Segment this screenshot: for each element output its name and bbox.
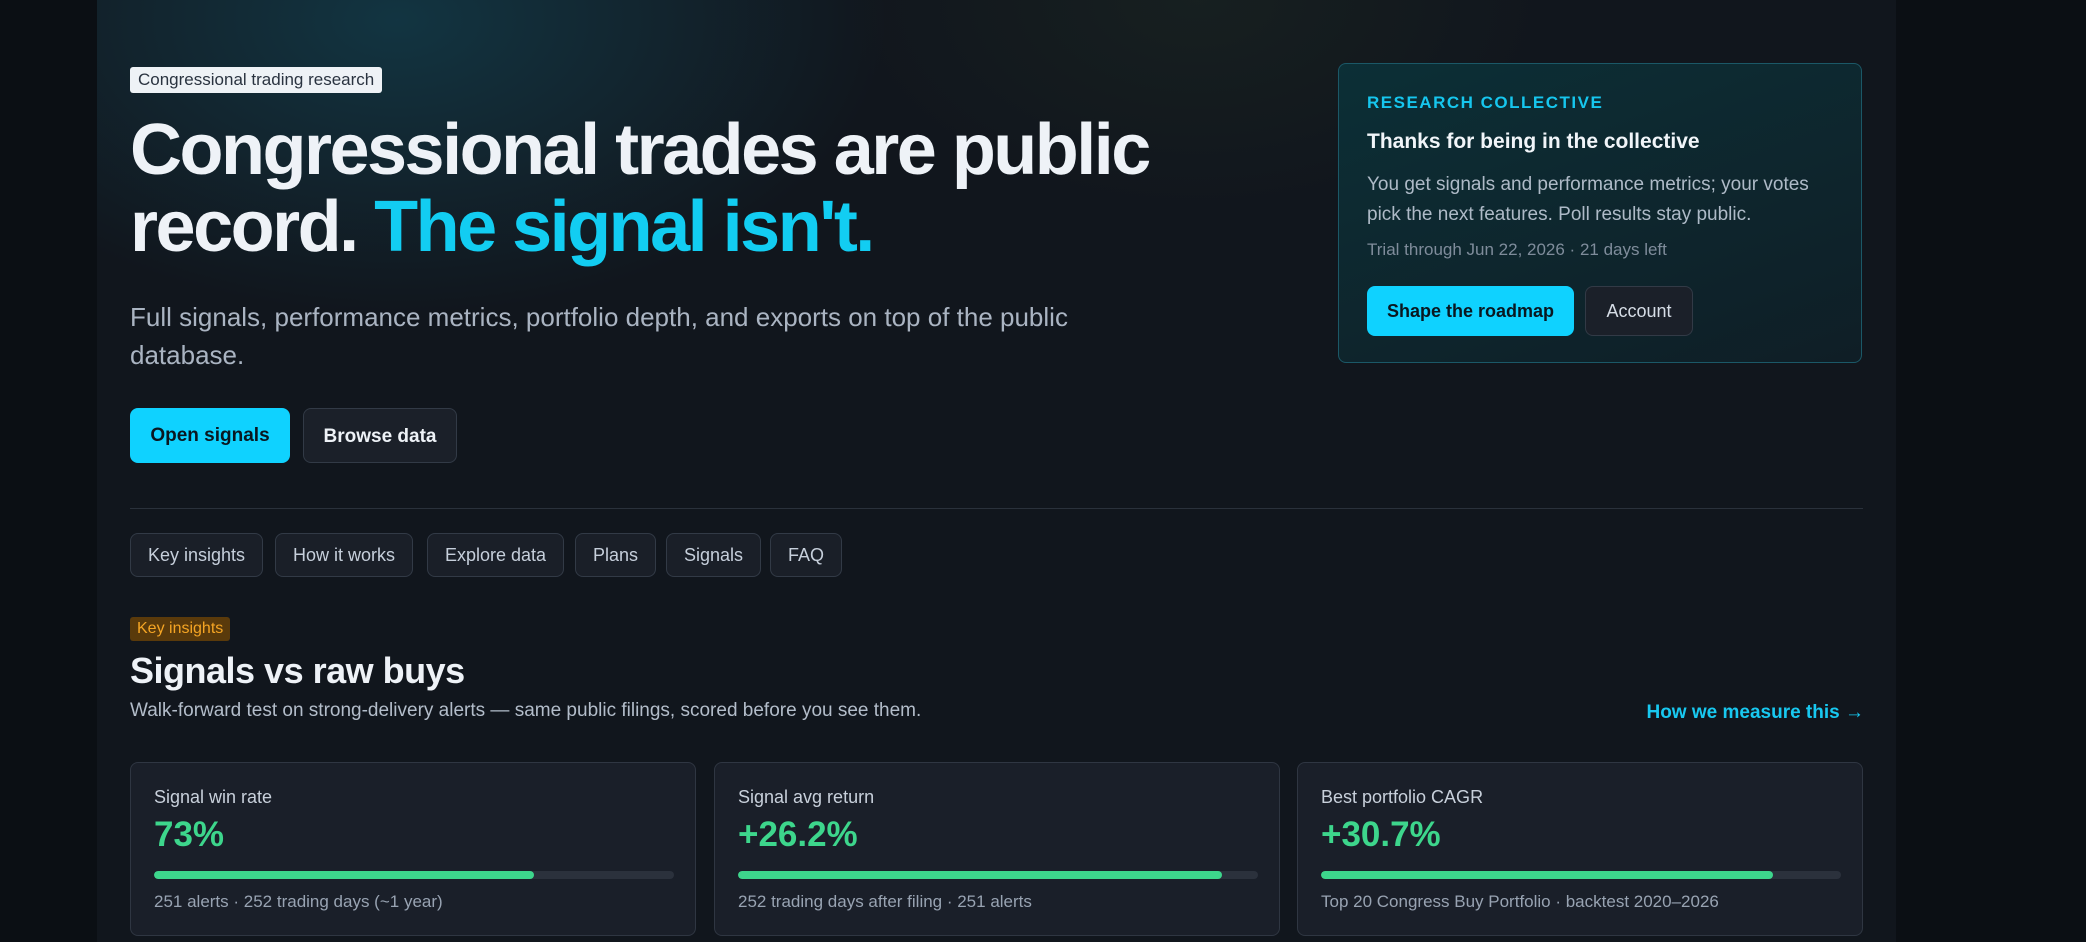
nav-pill[interactable]: Key insights	[130, 533, 264, 577]
insights-description: Walk-forward test on strong-delivery ale…	[130, 700, 922, 721]
metric-note: Top 20 Congress Buy Portfolio · backtest…	[1321, 892, 1719, 911]
panel-body: You get signals and performance metrics;…	[1367, 174, 1809, 225]
hero-title-main: Congressional trades are public record.	[130, 110, 1151, 267]
roadmap-button[interactable]: Shape the roadmap	[1367, 286, 1574, 336]
metric-value: 73%	[154, 815, 225, 854]
hero-badge: Congressional trading research	[130, 67, 383, 93]
nav-pill[interactable]: Plans	[575, 533, 657, 577]
metric-value: +30.7%	[1321, 815, 1441, 854]
meter-track	[154, 871, 674, 879]
panel-trial: Trial through Jun 22, 2026 · 21 days lef…	[1367, 240, 1667, 259]
metric-card: Signal win rate 73% 251 alerts · 252 tradi…	[130, 762, 696, 936]
nav-pill[interactable]: How it works	[275, 533, 414, 577]
metric-label: Signal win rate	[154, 787, 273, 807]
metric-value: +26.2%	[738, 815, 858, 854]
hero-title: Congressional trades are public record. …	[130, 112, 1320, 266]
account-button[interactable]: Account	[1585, 286, 1693, 336]
browse-data-button[interactable]: Browse data	[303, 408, 457, 463]
metric-label: Signal avg return	[738, 787, 875, 807]
panel-kicker: RESEARCH COLLECTIVE	[1367, 93, 1604, 112]
hero-title-accent: The signal isn't.	[374, 187, 875, 267]
metric-card: Signal avg return +26.2% 252 trading days …	[714, 762, 1280, 936]
divider	[130, 508, 1863, 509]
panel-title: Thanks for being in the collective	[1367, 130, 1700, 153]
meter-fill	[1321, 871, 1774, 879]
nav-pill[interactable]: Explore data	[427, 533, 565, 577]
measure-link[interactable]: How we measure this →	[1646, 702, 1864, 723]
collective-panel: RESEARCH COLLECTIVE Thanks for being in …	[1338, 63, 1862, 363]
nav-pill[interactable]: FAQ	[770, 533, 843, 577]
meter-fill	[738, 871, 1222, 879]
nav-pill[interactable]: Signals	[666, 533, 762, 577]
insights-title: Signals vs raw buys	[130, 650, 465, 691]
meter-fill	[154, 871, 534, 879]
meter-track	[738, 871, 1258, 879]
hero-subtitle: Full signals, performance metrics, portf…	[130, 302, 1068, 370]
metric-card: Best portfolio CAGR +30.7% Top 20 Congress…	[1297, 762, 1863, 936]
metric-note: 251 alerts · 252 trading days (~1 year)	[154, 892, 443, 911]
metric-note: 252 trading days after filing · 251 aler…	[738, 892, 1032, 911]
insights-badge: Key insights	[130, 617, 231, 641]
open-signals-button[interactable]: Open signals	[130, 408, 290, 463]
metric-label: Best portfolio CAGR	[1321, 787, 1484, 807]
meter-track	[1321, 871, 1841, 879]
